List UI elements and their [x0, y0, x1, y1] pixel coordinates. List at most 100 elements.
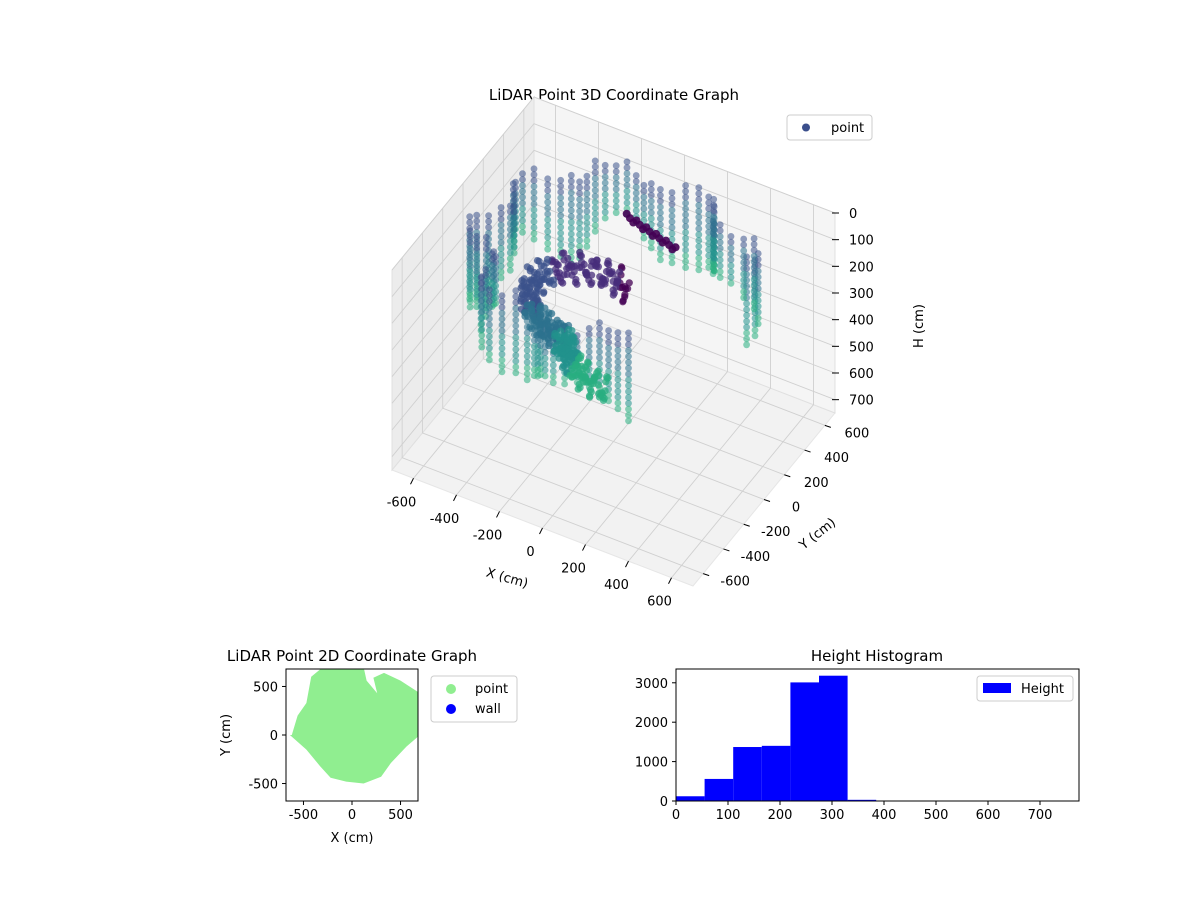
- chart3d-point: [740, 235, 748, 243]
- chart3d-point: [743, 329, 750, 337]
- chart3d-point: [478, 285, 486, 292]
- chart3d-point: [727, 233, 735, 240]
- chart3d-point: [612, 197, 620, 205]
- chart3d-point: [668, 224, 676, 232]
- chart3d-point: [557, 182, 565, 190]
- chart3d-point: [640, 234, 648, 242]
- chart3d-point: [647, 191, 655, 199]
- chart3d-point: [530, 171, 538, 179]
- chart3d-ytick: [763, 499, 771, 502]
- chart3d-point: [541, 269, 549, 277]
- chart3d-point: [612, 179, 620, 187]
- chart3d-point: [668, 259, 676, 267]
- chart3d-point: [716, 244, 724, 252]
- chart3d-point: [486, 292, 493, 299]
- chart3d-point: [751, 332, 759, 340]
- chart3d-point: [506, 231, 514, 239]
- histogram-title: Height Histogram: [811, 647, 943, 665]
- chart3d-point: [486, 303, 493, 311]
- chart3d-point: [750, 264, 758, 272]
- chart3d-point: [536, 313, 545, 321]
- chart3d-point: [497, 256, 505, 264]
- chart2d-title: LiDAR Point 2D Coordinate Graph: [227, 647, 477, 665]
- chart2d-legend-label-wall: wall: [475, 702, 501, 717]
- chart3d-point: [512, 369, 520, 377]
- chart3d-point: [596, 325, 603, 332]
- chart3d-point: [519, 176, 526, 184]
- chart3d-point: [486, 344, 493, 352]
- chart3d-point: [682, 240, 689, 248]
- chart3d-point: [705, 199, 713, 207]
- chart3d-point: [695, 260, 703, 268]
- chart3d-point: [497, 268, 505, 276]
- chart3d-point: [612, 168, 620, 176]
- histogram-legend-label: Height: [1021, 682, 1064, 697]
- chart3d-ztick-label: 200: [849, 260, 874, 275]
- chart3d-point: [533, 279, 541, 287]
- chart3d-point: [605, 362, 612, 370]
- chart3d-point: [486, 315, 493, 323]
- chart3d-point: [623, 158, 631, 166]
- chart3d-point: [570, 341, 578, 349]
- chart3d-point: [727, 262, 735, 270]
- chart3d-point: [705, 246, 713, 254]
- histogram-ytick-label: 2000: [635, 716, 668, 731]
- chart3d-point: [544, 216, 552, 224]
- histogram-ticks: 0 100 200 300 400 500 600 700 0 1000 2000 3000: [635, 677, 1053, 823]
- chart3d-point: [625, 417, 632, 425]
- chart3d-point: [466, 227, 474, 235]
- chart3d-point: [632, 172, 640, 179]
- chart3d-point: [750, 287, 758, 295]
- chart3d-point: [743, 306, 750, 313]
- chart3d-point: [743, 317, 750, 325]
- chart3d-point: [625, 364, 632, 372]
- chart3d-point: [466, 303, 474, 311]
- chart3d-point: [591, 169, 599, 177]
- chart3d-point: [478, 337, 486, 345]
- chart3d-point: [528, 325, 536, 333]
- chart3d-point: [466, 256, 474, 264]
- chart3d-ytick-label: 600: [844, 426, 869, 441]
- chart3d-point: [614, 399, 622, 407]
- chart3d-point: [523, 376, 531, 384]
- chart3d-point: [601, 161, 609, 169]
- chart3d-point: [591, 163, 599, 171]
- chart3d-point: [632, 207, 640, 215]
- chart3d-point: [612, 203, 620, 211]
- chart3d-point: [625, 411, 632, 419]
- chart3d-point: [740, 265, 748, 272]
- chart3d-point: [750, 235, 758, 242]
- chart3d-point: [486, 333, 493, 340]
- chart3d-point: [497, 209, 505, 217]
- chart3d-point: [549, 373, 557, 381]
- chart3d-point: [657, 203, 664, 211]
- chart3d-point: [478, 296, 486, 304]
- chart3d-point: [716, 256, 724, 264]
- chart3d-point: [567, 189, 575, 197]
- chart3d-point: [727, 256, 735, 264]
- chart3d-point: [602, 267, 611, 276]
- chart3d-point-cloud: [466, 157, 762, 425]
- chart3d-ytick: [702, 573, 710, 577]
- chart3d-point: [695, 266, 703, 274]
- chart3d-point: [625, 382, 632, 390]
- chart3d-point: [544, 181, 552, 189]
- chart3d-point: [567, 218, 575, 226]
- chart3d-point: [544, 245, 552, 253]
- chart2d-xtick-label: -500: [289, 808, 319, 823]
- chart3d-point: [512, 310, 520, 318]
- chart3d-point: [657, 256, 664, 264]
- chart3d-gridline-x: [413, 105, 556, 479]
- chart3d-point: [567, 171, 575, 179]
- chart3d-point: [647, 180, 655, 187]
- chart3d-point: [623, 176, 631, 183]
- chart3d-xtick-label: -600: [387, 495, 417, 510]
- chart3d-point: [614, 387, 622, 395]
- chart3d-ytick: [743, 523, 750, 527]
- chart3d-point: [506, 267, 514, 274]
- chart3d-point: [647, 186, 655, 193]
- chart3d-point: [544, 228, 552, 236]
- chart3d-point: [557, 188, 565, 196]
- chart3d-point: [567, 236, 575, 244]
- chart3d-point: [605, 327, 612, 334]
